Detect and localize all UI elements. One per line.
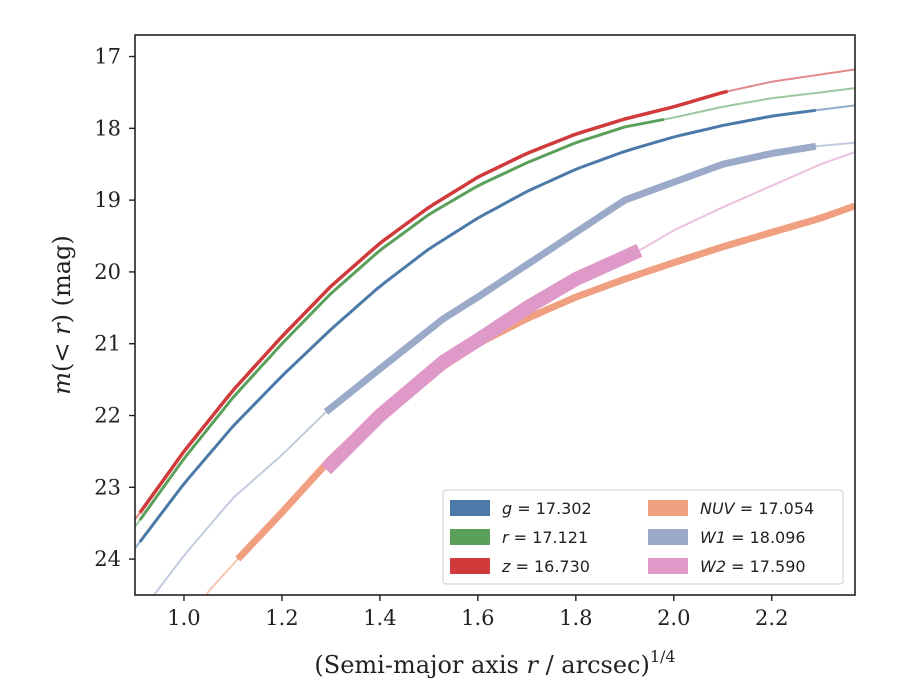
x-tick-label: 1.6: [461, 606, 494, 630]
legend-label-w2: W2 = 17.590: [700, 557, 806, 576]
y-tick-label: 24: [94, 547, 121, 571]
series-w1: [152, 141, 855, 595]
legend-swatch-r: [450, 529, 490, 545]
series-w2-measured-band: [321, 244, 643, 475]
x-axis-label: (Semi-major axis r / arcsec)1/4: [314, 647, 675, 679]
legend-label-w1: W1 = 18.096: [700, 528, 806, 547]
y-axis: 17 18 19 20 21 22 23 24: [94, 45, 135, 571]
legend-label-r: r = 17.121: [502, 528, 588, 547]
series-z: [135, 68, 855, 521]
series-w2-extrapolated-line: [325, 151, 855, 471]
y-tick-label: 20: [94, 260, 121, 284]
series-r-extrapolated-line: [135, 87, 855, 528]
series-r: [135, 87, 855, 528]
legend: g = 17.302 r = 17.121 z = 16.730 NUV = 17.0…: [442, 489, 844, 585]
series-z-extrapolated-line: [135, 68, 855, 521]
y-axis-label: m(< r) (mag): [48, 235, 76, 395]
legend-swatch-nuv: [648, 500, 688, 516]
y-tick-label: 19: [94, 188, 121, 212]
legend-swatch-w1: [648, 529, 688, 545]
series-r-measured-band: [138, 117, 665, 521]
y-tick-label: 18: [94, 116, 121, 140]
x-tick-label: 1.0: [167, 606, 200, 630]
y-tick-label: 21: [94, 332, 121, 356]
y-tick-label: 17: [94, 45, 121, 69]
x-axis: 1.0 1.2 1.4 1.6 1.8 2.0 2.2: [167, 595, 788, 630]
x-tick-label: 1.4: [363, 606, 396, 630]
legend-label-g: g = 17.302: [502, 499, 592, 518]
curves-layer: [135, 68, 855, 595]
legend-box: [442, 489, 844, 585]
legend-swatch-g: [450, 500, 490, 516]
y-tick-label: 22: [94, 404, 121, 428]
legend-label-z: z = 16.730: [501, 557, 590, 576]
x-tick-label: 2.0: [657, 606, 690, 630]
x-tick-label: 1.2: [265, 606, 298, 630]
series-w2: [321, 151, 855, 475]
legend-swatch-w2: [648, 558, 688, 574]
series-g-measured-band: [138, 108, 817, 543]
x-tick-label: 2.2: [755, 606, 788, 630]
x-tick-label: 1.8: [559, 606, 592, 630]
legend-label-nuv: NUV = 17.054: [700, 499, 814, 518]
y-tick-label: 23: [94, 475, 121, 499]
series-g: [135, 104, 855, 549]
series-w1-measured-band: [323, 142, 817, 415]
plot-frame: [134, 34, 856, 596]
series-z-measured-band: [138, 89, 729, 514]
legend-swatch-z: [450, 558, 490, 574]
